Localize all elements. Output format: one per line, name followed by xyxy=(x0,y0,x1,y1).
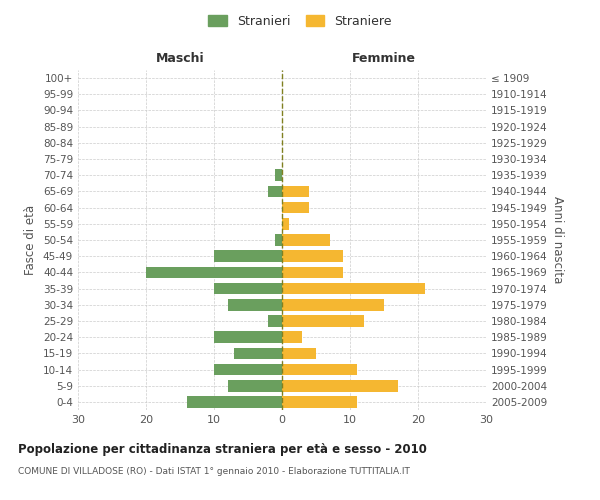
Bar xyxy=(282,348,316,359)
Bar xyxy=(214,282,282,294)
Text: Popolazione per cittadinanza straniera per età e sesso - 2010: Popolazione per cittadinanza straniera p… xyxy=(18,442,427,456)
Bar xyxy=(282,315,364,327)
Bar xyxy=(227,299,282,310)
Bar xyxy=(268,315,282,327)
Text: COMUNE DI VILLADOSE (RO) - Dati ISTAT 1° gennaio 2010 - Elaborazione TUTTITALIA.: COMUNE DI VILLADOSE (RO) - Dati ISTAT 1°… xyxy=(18,468,410,476)
Bar xyxy=(214,250,282,262)
Bar xyxy=(282,202,309,213)
Bar xyxy=(282,282,425,294)
Text: Maschi: Maschi xyxy=(155,52,205,65)
Bar xyxy=(282,299,384,310)
Bar xyxy=(214,332,282,343)
Bar xyxy=(275,170,282,181)
Y-axis label: Anni di nascita: Anni di nascita xyxy=(551,196,564,284)
Legend: Stranieri, Straniere: Stranieri, Straniere xyxy=(205,11,395,32)
Y-axis label: Fasce di età: Fasce di età xyxy=(25,205,37,275)
Bar xyxy=(187,396,282,407)
Bar xyxy=(227,380,282,392)
Bar xyxy=(214,364,282,376)
Bar xyxy=(282,266,343,278)
Bar xyxy=(282,250,343,262)
Bar xyxy=(282,234,329,246)
Bar xyxy=(282,364,357,376)
Bar xyxy=(282,186,309,198)
Bar xyxy=(275,234,282,246)
Bar xyxy=(146,266,282,278)
Bar xyxy=(282,380,398,392)
Bar xyxy=(282,218,289,230)
Bar xyxy=(268,186,282,198)
Bar xyxy=(235,348,282,359)
Bar xyxy=(282,396,357,407)
Text: Femmine: Femmine xyxy=(352,52,416,65)
Bar xyxy=(282,332,302,343)
